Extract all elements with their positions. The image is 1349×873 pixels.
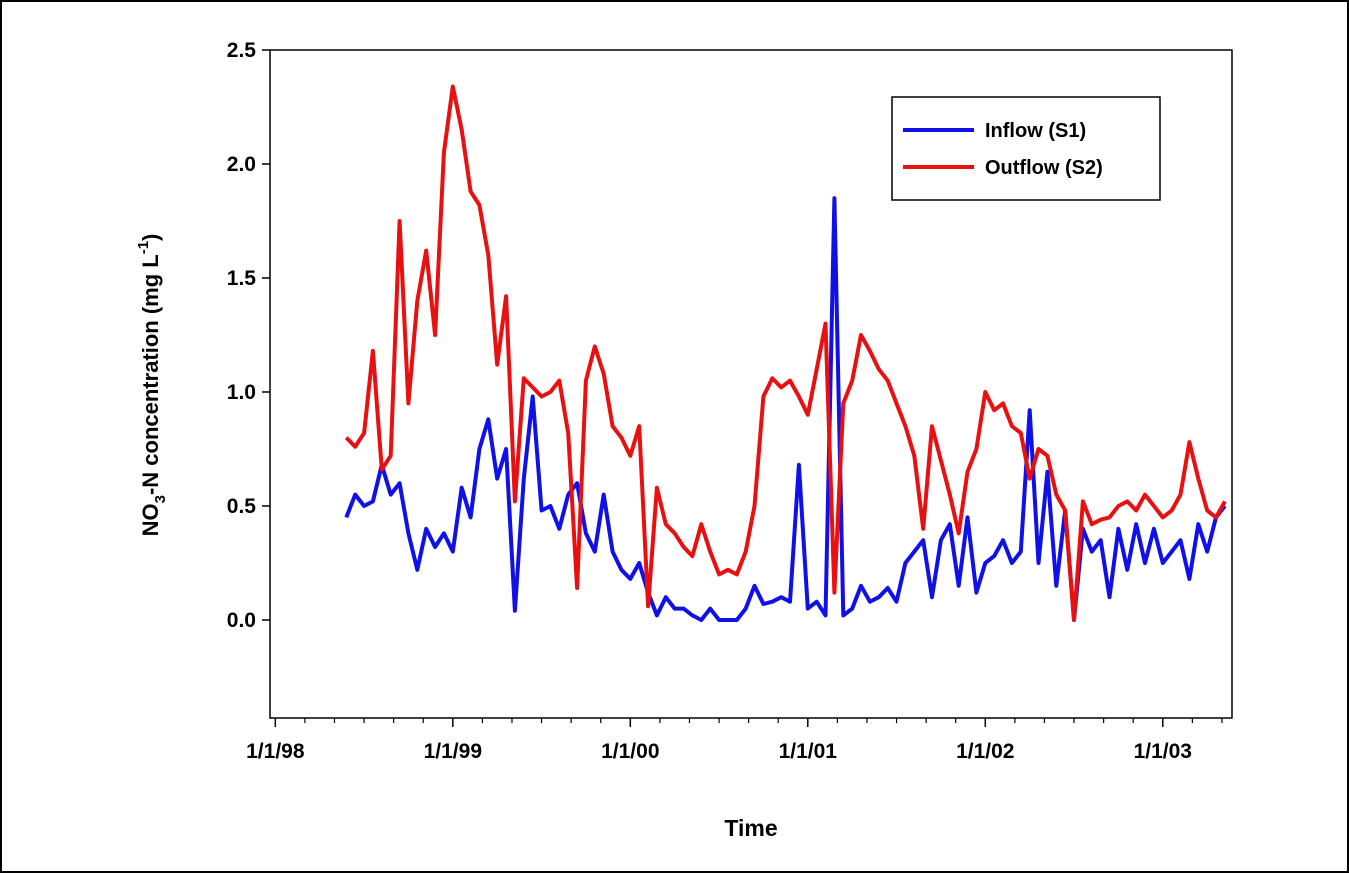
y-axis-label: NO3-N concentration (mg L-1) — [135, 234, 169, 537]
x-tick-label: 1/1/00 — [601, 740, 659, 763]
series-line — [344, 84, 1227, 622]
y-label-sub: 3 — [152, 495, 169, 503]
y-tick-label: 2.5 — [227, 39, 257, 62]
y-tick-label: 1.0 — [227, 381, 256, 404]
x-tick-label: 1/1/02 — [956, 740, 1014, 763]
y-label-sup: -1 — [135, 241, 152, 254]
x-tick-label: 1/1/98 — [246, 740, 305, 763]
y-tick-label: 0.5 — [227, 495, 257, 518]
y-label-part: ) — [138, 234, 163, 241]
plot-area — [269, 49, 1233, 719]
legend — [891, 96, 1161, 201]
legend-label: Outflow (S2) — [985, 157, 1103, 179]
x-tick-label: 1/1/01 — [779, 740, 838, 763]
y-tick-label: 1.5 — [227, 267, 257, 290]
y-label-part: NO — [138, 503, 163, 536]
x-tick-label: 1/1/99 — [424, 740, 482, 763]
x-tick-label: 1/1/03 — [1134, 740, 1192, 763]
y-tick-label: 0.0 — [227, 609, 256, 632]
x-axis-label: Time — [724, 815, 777, 841]
legend-label: Inflow (S1) — [985, 120, 1086, 142]
y-label-part: -N concentration (mg L — [138, 254, 163, 495]
y-tick-label: 2.0 — [227, 153, 256, 176]
